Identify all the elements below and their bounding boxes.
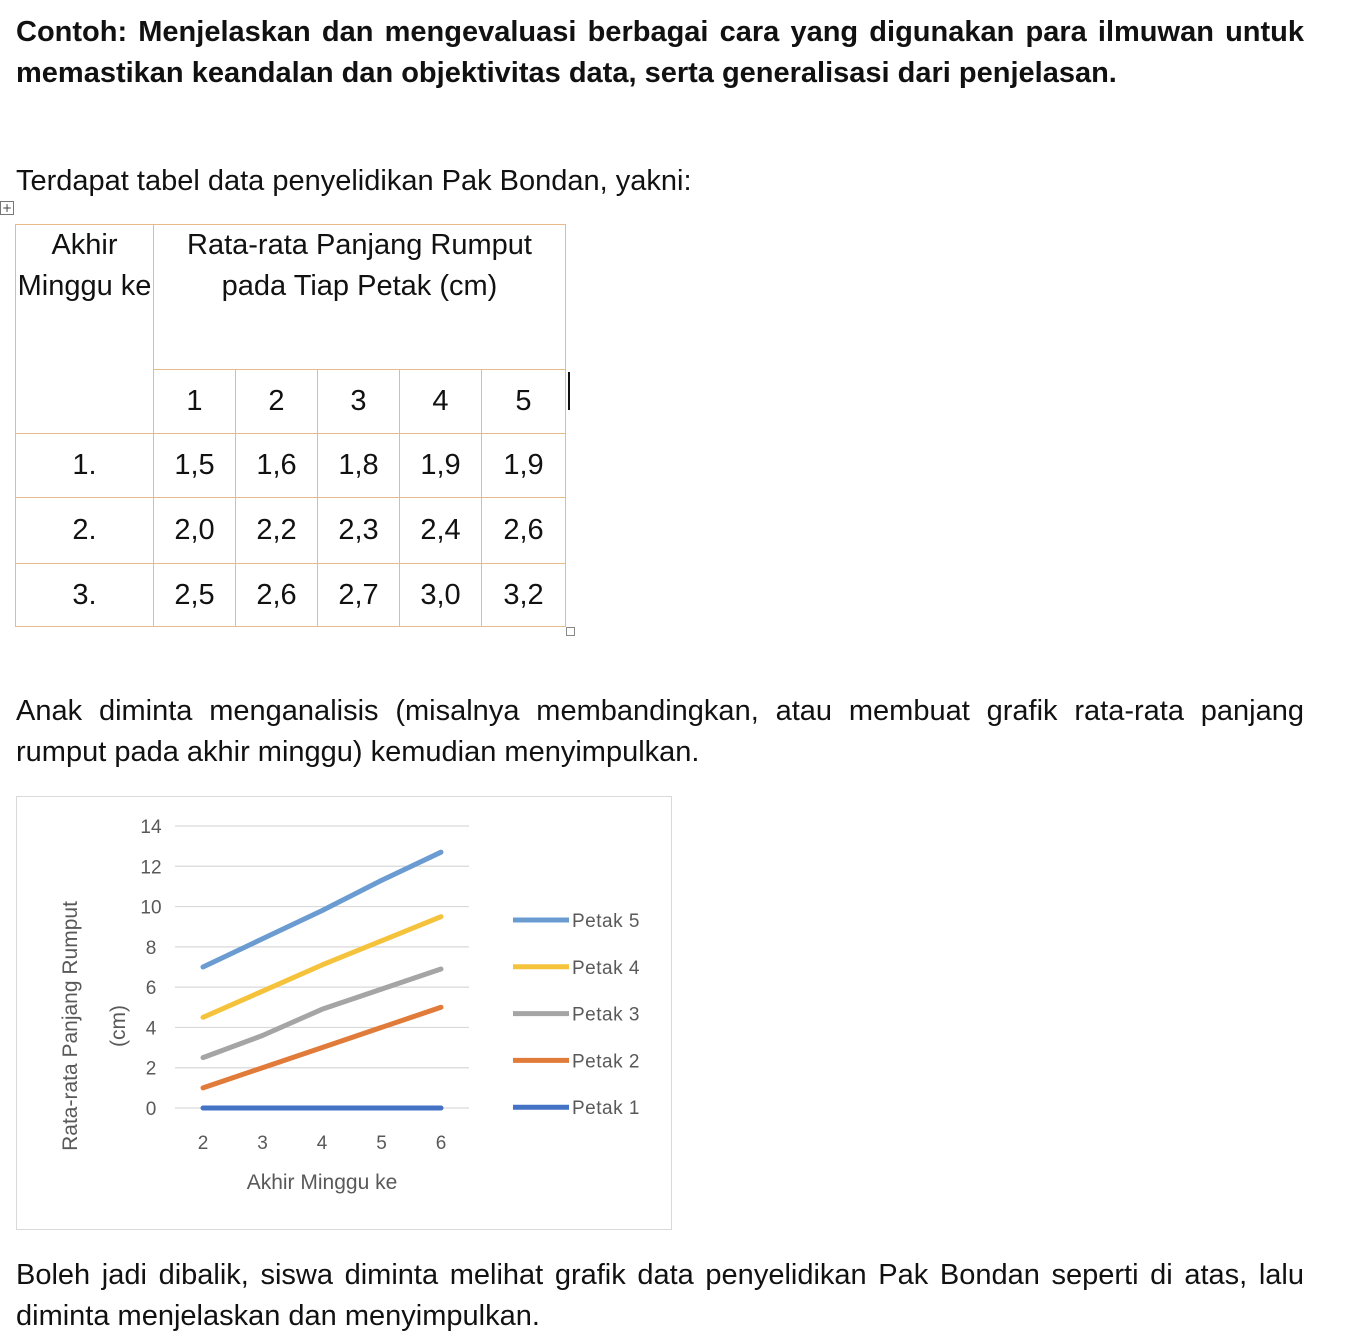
value-cell: 1,9 xyxy=(481,433,566,498)
value-cell: 2,6 xyxy=(235,563,318,627)
plot-header: 2 xyxy=(235,369,318,434)
series-line-petak-3 xyxy=(200,966,444,1061)
text-cursor xyxy=(568,372,570,410)
table-row: 1. 1,5 1,6 1,8 1,9 1,9 xyxy=(15,433,566,498)
y-tick-label: 2 xyxy=(146,1059,157,1080)
table-move-icon[interactable]: + xyxy=(0,201,14,215)
x-tick-label: 6 xyxy=(436,1133,447,1154)
table-row: 2. 2,0 2,2 2,3 2,4 2,6 xyxy=(15,497,566,564)
legend-label: Petak 4 xyxy=(572,958,640,979)
y-axis-title-line2: (cm) xyxy=(107,1005,130,1047)
plot-header: 4 xyxy=(399,369,482,434)
x-tick-label: 4 xyxy=(317,1133,328,1154)
value-cell: 3,0 xyxy=(399,563,482,627)
value-cell: 2,7 xyxy=(317,563,400,627)
y-tick-label: 6 xyxy=(146,978,157,999)
closing-paragraph: Boleh jadi dibalik, siswa diminta meliha… xyxy=(16,1259,1304,1332)
series-line-petak-2 xyxy=(200,1004,444,1091)
chart-svg: 0 2 4 6 8 10 12 14 2 3 4 5 6 Petak 5 Petak 4 Petak 3 Pe… xyxy=(59,817,640,1194)
table-resize-handle[interactable] xyxy=(566,627,575,636)
y-tick-label: 14 xyxy=(140,817,162,838)
y-axis-title: Rata-rata Panjang Rumput (cm) xyxy=(59,901,130,1151)
week-cell: 2. xyxy=(15,497,154,564)
week-cell: 1. xyxy=(15,433,154,498)
value-cell: 2,2 xyxy=(235,497,318,564)
series-line-petak-5 xyxy=(200,849,444,970)
x-tick-label: 2 xyxy=(198,1133,209,1154)
value-cell: 2,6 xyxy=(481,497,566,564)
header-week: Akhir Minggu ke xyxy=(15,224,154,434)
legend-label: Petak 1 xyxy=(572,1098,640,1119)
line-chart: 0 2 4 6 8 10 12 14 2 3 4 5 6 Petak 5 Petak 4 Petak 3 Pe… xyxy=(16,796,672,1230)
legend-label: Petak 5 xyxy=(572,911,640,932)
value-cell: 2,4 xyxy=(399,497,482,564)
value-cell: 1,8 xyxy=(317,433,400,498)
instruction-paragraph: Anak diminta menganalisis (misalnya memb… xyxy=(16,695,1304,768)
data-table: Akhir Minggu ke Rata-rata Panjang Rumput… xyxy=(15,224,566,627)
value-cell: 1,5 xyxy=(153,433,236,498)
y-tick-label: 4 xyxy=(146,1018,157,1039)
plot-header: 1 xyxy=(153,369,236,434)
y-tick-label: 8 xyxy=(146,938,157,959)
x-axis-title: Akhir Minggu ke xyxy=(247,1171,398,1194)
plot-header: 5 xyxy=(481,369,566,434)
legend-label: Petak 2 xyxy=(572,1051,640,1072)
y-tick-label: 10 xyxy=(140,898,161,919)
plot-header: 3 xyxy=(317,369,400,434)
y-tick-label: 12 xyxy=(140,857,161,878)
intro-paragraph: Terdapat tabel data penyelidikan Pak Bon… xyxy=(16,165,692,197)
value-cell: 2,5 xyxy=(153,563,236,627)
table-row: 3. 2,5 2,6 2,7 3,0 3,2 xyxy=(15,563,566,627)
y-axis-title-line1: Rata-rata Panjang Rumput xyxy=(59,901,82,1151)
legend-label: Petak 3 xyxy=(572,1005,640,1026)
week-cell: 3. xyxy=(15,563,154,627)
heading: Contoh: Menjelaskan dan mengevaluasi ber… xyxy=(16,16,1304,89)
series-line-petak-4 xyxy=(200,914,444,1020)
header-week-label: Akhir Minggu ke xyxy=(17,229,152,302)
x-tick-label: 5 xyxy=(376,1133,387,1154)
x-tick-label: 3 xyxy=(257,1133,268,1154)
header-average: Rata-rata Panjang Rumput pada Tiap Petak… xyxy=(153,224,566,370)
value-cell: 2,0 xyxy=(153,497,236,564)
header-average-label: Rata-rata Panjang Rumput pada Tiap Petak… xyxy=(187,229,532,302)
value-cell: 3,2 xyxy=(481,563,566,627)
value-cell: 1,9 xyxy=(399,433,482,498)
y-tick-label: 0 xyxy=(146,1099,157,1120)
value-cell: 2,3 xyxy=(317,497,400,564)
value-cell: 1,6 xyxy=(235,433,318,498)
